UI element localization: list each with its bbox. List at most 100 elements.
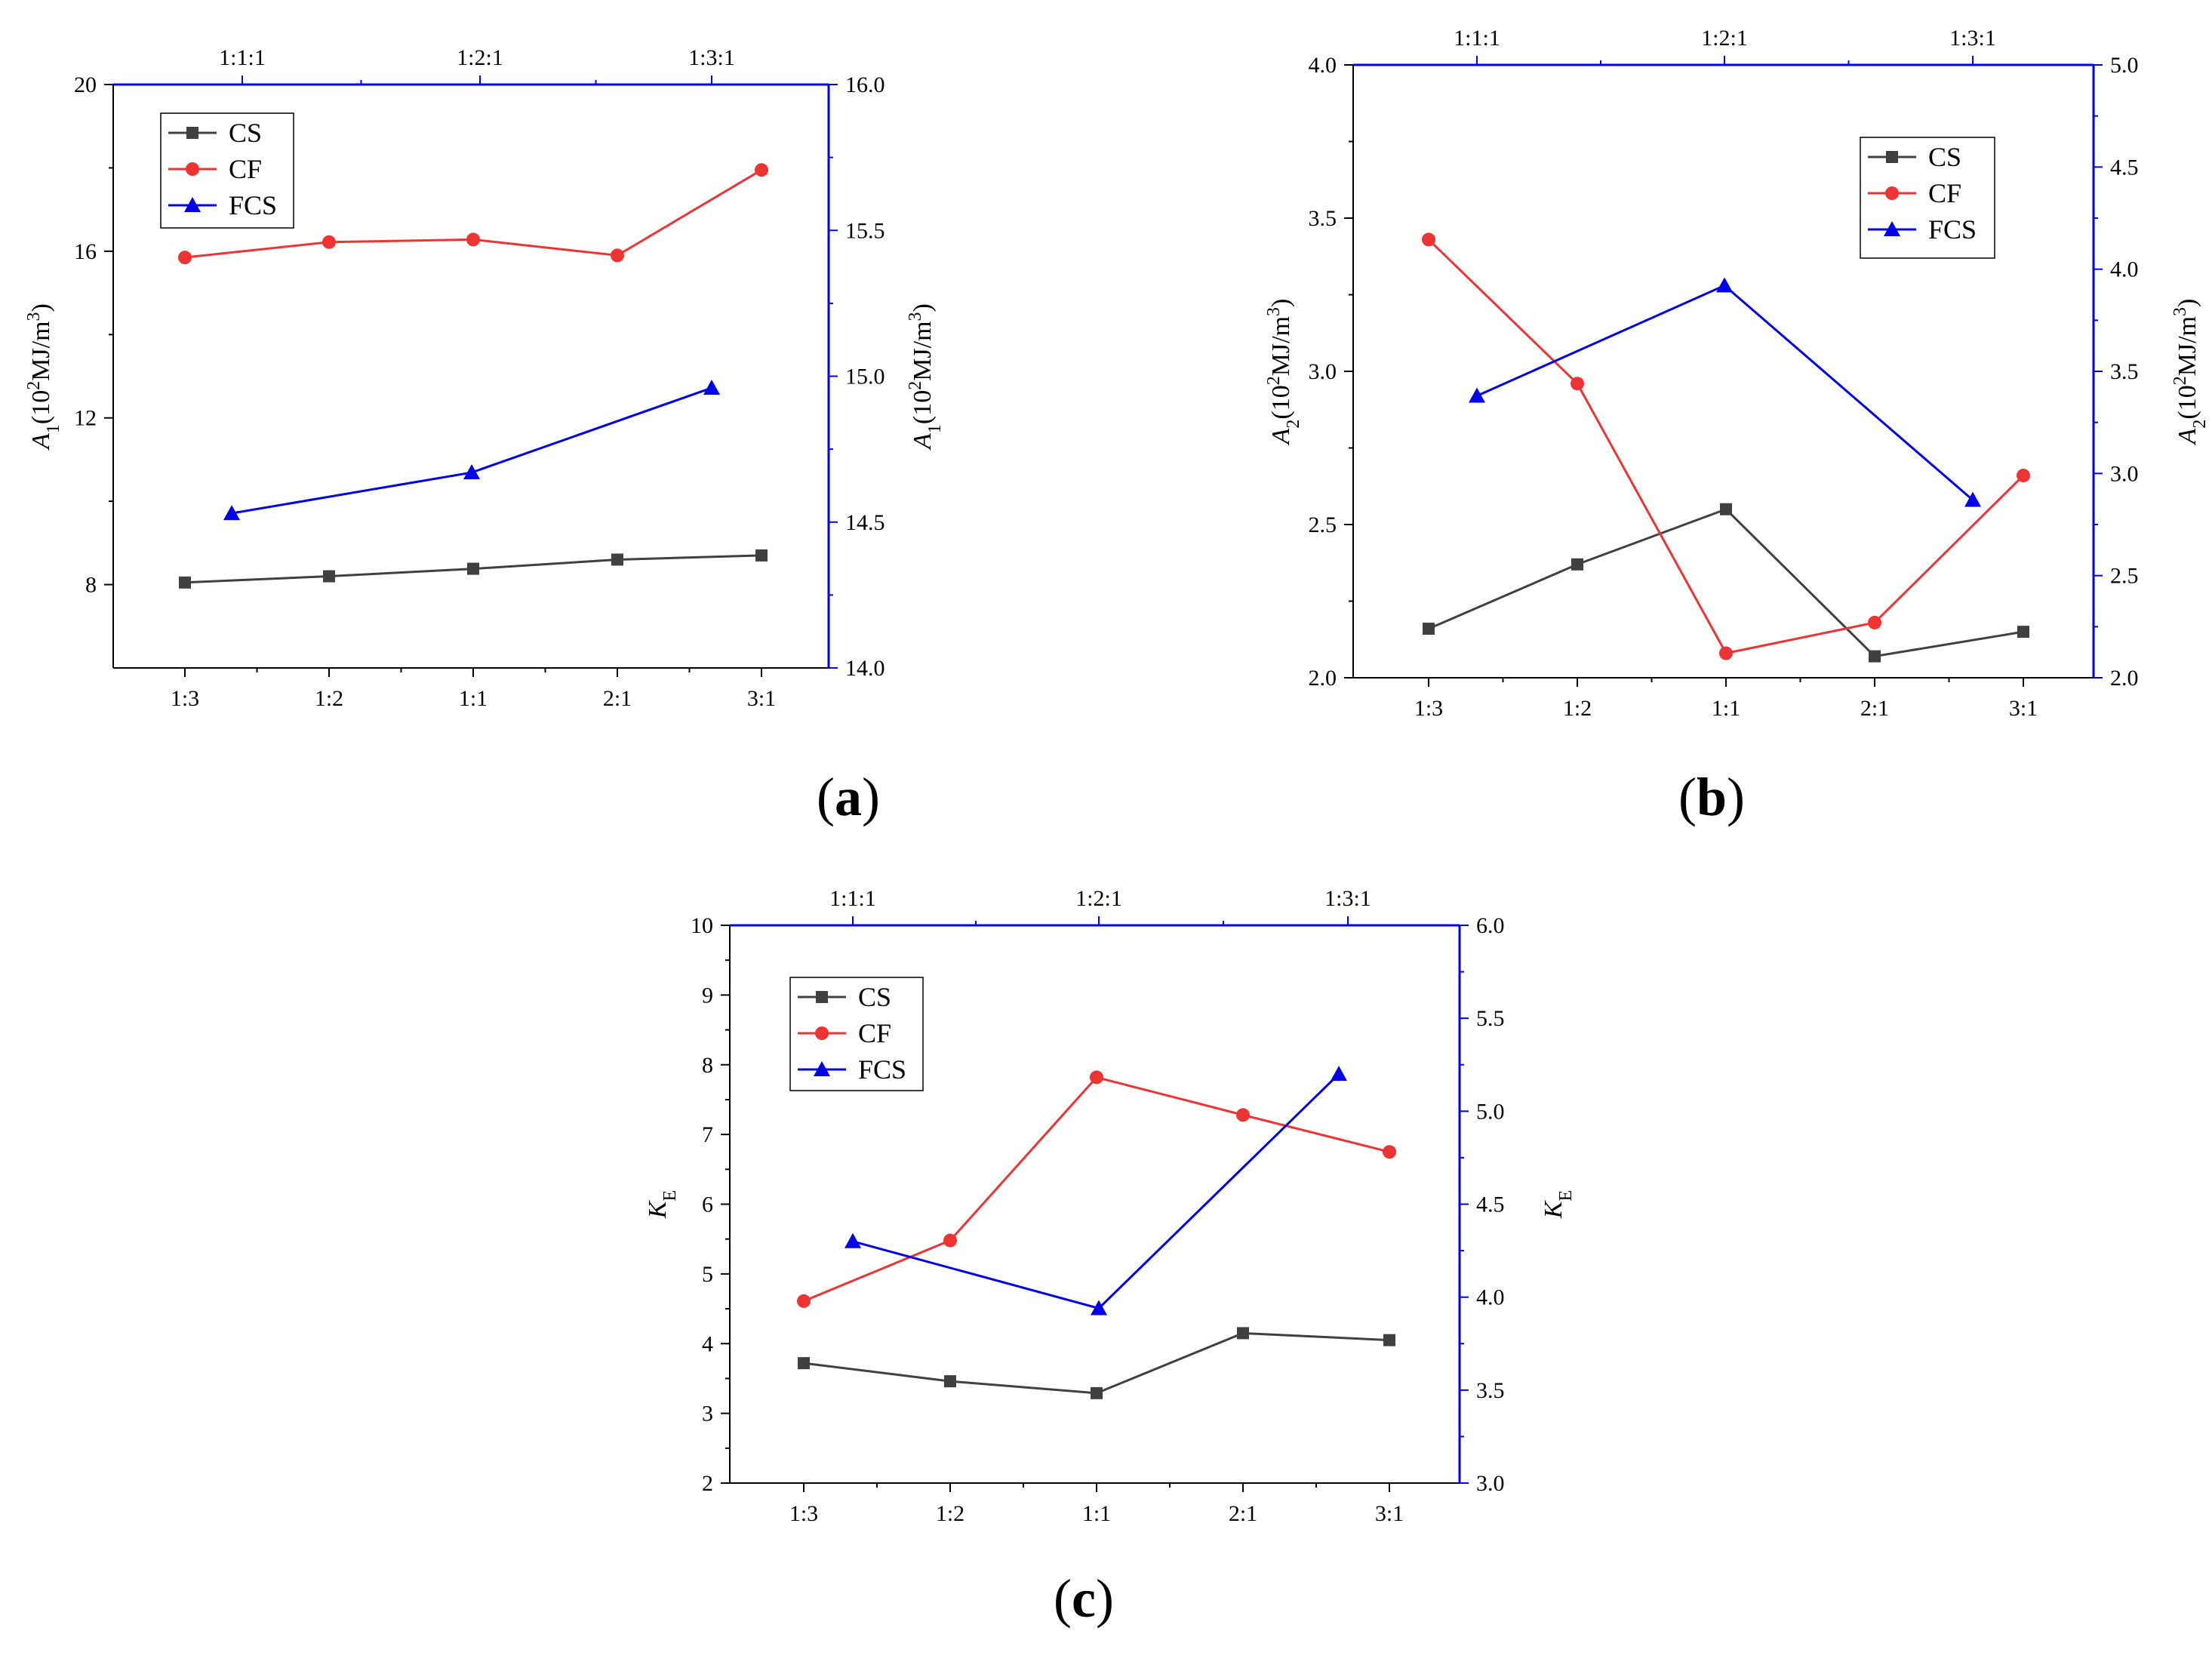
panel-label-b: (b) xyxy=(1678,767,1745,827)
panel-label-letter: a xyxy=(835,767,862,827)
ylabel-part: A xyxy=(27,433,55,451)
panel-label-letter: c xyxy=(1072,1568,1096,1629)
ylabel-part: ) xyxy=(27,303,55,312)
left-tick-label: 9 xyxy=(702,983,713,1008)
legend-label-cs: CS xyxy=(1928,142,1961,172)
legend-marker-cs xyxy=(816,991,828,1003)
top-tick-label: 1:2:1 xyxy=(1075,886,1122,911)
panel-label-paren: ( xyxy=(1054,1568,1072,1629)
ylabel-part: A xyxy=(2174,428,2201,445)
series-fcs xyxy=(844,1066,1347,1316)
ylabel-part: A xyxy=(909,433,937,451)
ylabel-part: MJ/m xyxy=(909,321,937,380)
series-fcs xyxy=(1469,277,1981,507)
data-point-cf xyxy=(322,235,336,249)
ylabel-part: 2 xyxy=(2190,420,2210,429)
right-ylabel: KE xyxy=(1540,1190,1576,1219)
left-tick-label: 20 xyxy=(74,72,97,97)
bottom-tick-label: 1:1 xyxy=(1082,1501,1111,1526)
data-point-cs xyxy=(755,549,768,562)
data-point-cs xyxy=(1571,558,1583,571)
right-tick-label: 3.5 xyxy=(1476,1378,1505,1403)
data-point-cs xyxy=(323,570,335,583)
right-tick-label: 6.0 xyxy=(1476,913,1505,938)
panel-label-paren: ) xyxy=(862,767,880,827)
data-point-cf xyxy=(2017,469,2030,483)
left-tick-label: 7 xyxy=(702,1122,713,1147)
top-tick-label: 1:1:1 xyxy=(829,886,876,911)
legend-label-cf: CF xyxy=(229,154,262,184)
data-point-cs xyxy=(467,562,479,575)
legend-label-cs: CS xyxy=(229,118,262,148)
legend-label-cf: CF xyxy=(1928,178,1961,208)
ylabel-part: 2 xyxy=(906,381,925,390)
right-tick-label: 3.5 xyxy=(2110,359,2139,384)
top-tick-label: 1:3:1 xyxy=(688,45,735,70)
legend-marker-cs xyxy=(186,127,198,139)
right-tick-label: 15.0 xyxy=(845,365,885,389)
data-point-cs xyxy=(179,576,191,589)
left-tick-label: 4.0 xyxy=(1309,53,1337,78)
bottom-tick-label: 1:2 xyxy=(315,686,343,711)
legend-marker-fcs xyxy=(184,197,201,212)
legend-marker-cf xyxy=(186,162,199,176)
left-tick-label: 16 xyxy=(74,239,97,264)
series-line-cs xyxy=(803,1331,1390,1395)
data-point-cs xyxy=(1383,1334,1395,1346)
top-tick-label: 1:1:1 xyxy=(1454,26,1500,51)
ylabel-part: (10 xyxy=(1267,385,1295,419)
left-tick-label: 8 xyxy=(85,573,97,598)
legend: CS CF FCS xyxy=(1860,137,1995,259)
legend: CS CF FCS xyxy=(160,112,294,229)
ylabel-part: MJ/m xyxy=(27,321,55,380)
data-point-fcs xyxy=(1469,387,1485,403)
left-tick-label: 3 xyxy=(702,1402,713,1426)
right-tick-label: 4.0 xyxy=(2110,257,2139,282)
top-tick-label: 1:3:1 xyxy=(1324,886,1371,911)
data-point-cf xyxy=(466,232,480,247)
series-line-cs xyxy=(1428,507,2024,658)
data-point-cs xyxy=(1237,1327,1249,1340)
ylabel-part: 1 xyxy=(44,424,63,433)
legend-label-fcs: FCS xyxy=(1928,214,1977,245)
ylabel-part: 3 xyxy=(906,312,925,321)
chart-panel-c: 2 3 4 5 6 7 8 9 10 3.0 3.5 4.0 4.5 5.0 5.5 6.0 1:3 1:2 1:1… xyxy=(644,886,1576,1629)
data-point-cs xyxy=(1423,623,1435,635)
left-tick-label: 5 xyxy=(702,1262,713,1287)
ylabel-part: (10 xyxy=(27,390,55,424)
bottom-tick-label: 1:3 xyxy=(1414,696,1443,721)
data-point-cf xyxy=(1868,615,1881,629)
bottom-tick-label: 1:3 xyxy=(789,1501,818,1526)
top-tick-label: 1:2:1 xyxy=(457,45,503,70)
series-line-fcs xyxy=(1476,284,1974,501)
series-cf xyxy=(1422,232,2030,660)
left-tick-label: 2.5 xyxy=(1309,512,1337,537)
panel-label-a: (a) xyxy=(817,767,880,827)
bottom-tick-label: 3:1 xyxy=(2009,696,2038,721)
data-point-fcs xyxy=(1716,277,1733,293)
legend-label-fcs: FCS xyxy=(229,190,277,220)
ylabel-part: K xyxy=(1540,1199,1567,1219)
series-cs xyxy=(798,1327,1395,1399)
data-point-cs xyxy=(944,1375,956,1388)
right-ylabel: A2(102MJ/m3) xyxy=(2170,299,2210,446)
data-point-fcs xyxy=(1331,1066,1347,1082)
right-tick-label: 4.0 xyxy=(1476,1285,1505,1310)
top-tick-label: 1:3:1 xyxy=(1949,26,1996,51)
left-ylabel: KE xyxy=(644,1190,680,1219)
series-cf xyxy=(178,163,768,265)
ylabel-part: E xyxy=(1556,1190,1576,1202)
data-point-cf xyxy=(755,163,768,177)
bottom-tick-label: 1:1 xyxy=(459,686,488,711)
ylabel-part: E xyxy=(660,1190,680,1202)
data-point-cs xyxy=(611,553,623,566)
data-point-fcs xyxy=(844,1232,861,1248)
bottom-tick-label: 3:1 xyxy=(747,686,776,711)
right-tick-label: 5.0 xyxy=(1476,1099,1505,1124)
series-fcs xyxy=(223,379,720,521)
data-point-cf xyxy=(1571,377,1584,391)
ylabel-part: (10 xyxy=(2174,385,2201,419)
top-tick-label: 1:1:1 xyxy=(219,45,266,70)
